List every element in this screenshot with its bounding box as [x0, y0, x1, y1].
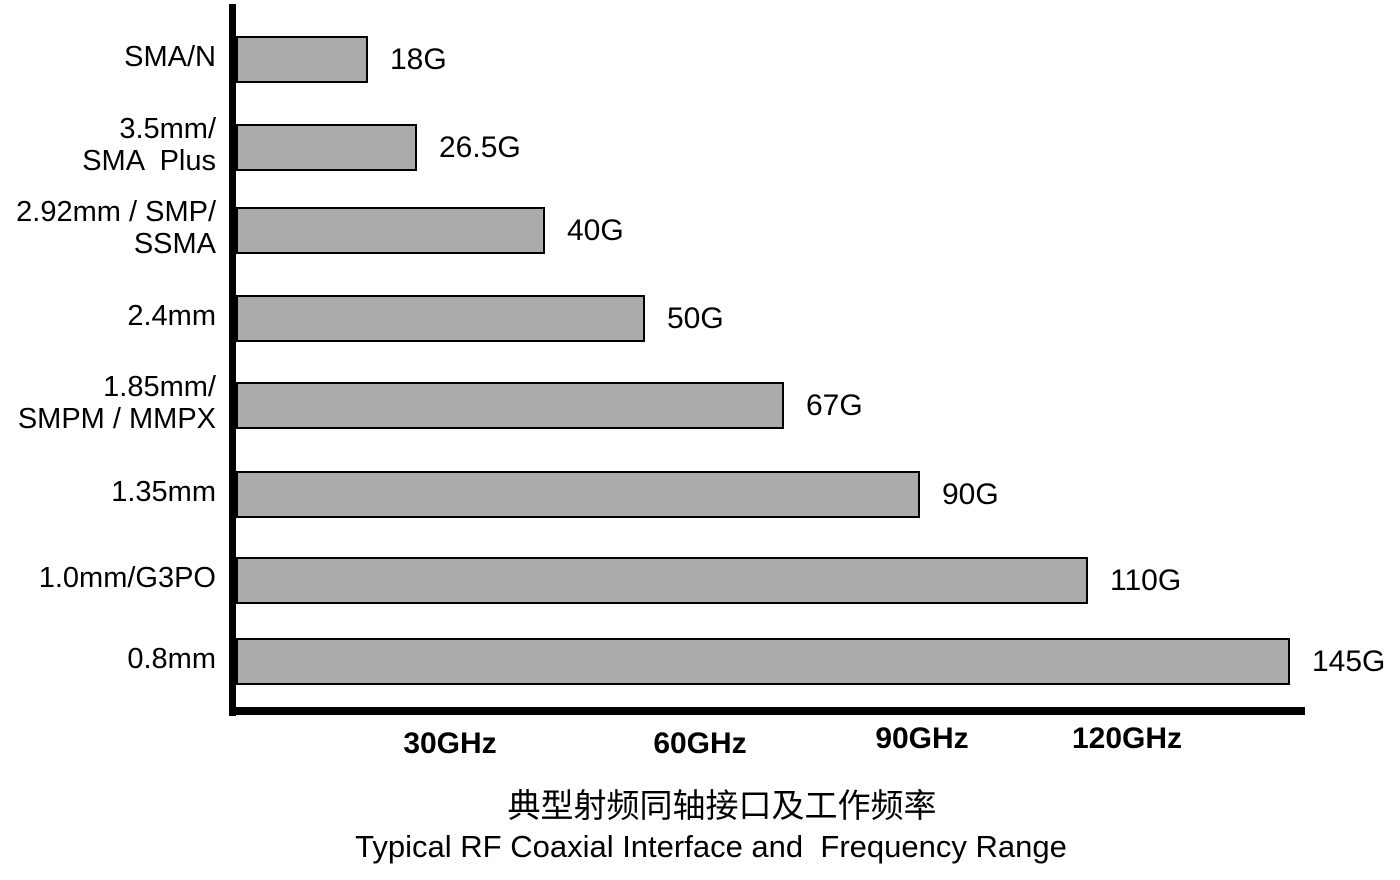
bar-1	[236, 36, 368, 83]
bar-6	[236, 471, 920, 518]
value-label-1: 18G	[390, 43, 447, 76]
category-label-line: 1.0mm/G3PO	[38, 562, 216, 594]
value-label-5: 67G	[806, 389, 863, 422]
category-label-line: SMA/N	[124, 41, 216, 73]
bar-4	[236, 295, 645, 342]
bar-3	[236, 207, 545, 254]
chart-title-english: Typical RF Coaxial Interface and Frequen…	[355, 829, 1067, 864]
category-label-4: 2.4mm	[0, 300, 216, 332]
category-label-7: 1.0mm/G3PO	[0, 562, 216, 594]
x-tick-label-60GHz: 60GHz	[653, 727, 747, 760]
category-label-line: SMA Plus	[82, 145, 216, 177]
category-label-line: 2.92mm / SMP/	[16, 196, 216, 228]
bar-5	[236, 382, 784, 429]
category-label-6: 1.35mm	[0, 476, 216, 508]
category-label-line: SMPM / MMPX	[17, 403, 216, 435]
category-label-line: 0.8mm	[127, 643, 216, 675]
category-label-line: 1.85mm/	[103, 371, 216, 403]
category-label-8: 0.8mm	[0, 643, 216, 675]
value-label-7: 110G	[1110, 564, 1182, 597]
y-axis-line	[229, 4, 236, 716]
x-axis-line	[229, 707, 1305, 715]
category-label-5: 1.85mm/SMPM / MMPX	[0, 371, 216, 435]
bar-2	[236, 124, 417, 171]
value-label-6: 90G	[942, 478, 999, 511]
bar-7	[236, 557, 1088, 604]
category-label-3: 2.92mm / SMP/SSMA	[0, 196, 216, 260]
bar-8	[236, 638, 1290, 685]
x-tick-label-90GHz: 90GHz	[875, 722, 969, 755]
value-label-3: 40G	[567, 214, 624, 247]
category-label-line: 3.5mm/	[119, 113, 216, 145]
x-tick-label-30GHz: 30GHz	[403, 727, 497, 760]
x-tick-label-120GHz: 120GHz	[1071, 722, 1183, 755]
category-label-2: 3.5mm/SMA Plus	[0, 113, 216, 177]
category-label-1: SMA/N	[0, 41, 216, 73]
value-label-8: 145G	[1312, 645, 1386, 678]
category-label-line: 2.4mm	[127, 300, 216, 332]
category-label-line: SSMA	[133, 228, 216, 260]
category-label-line: 1.35mm	[111, 476, 216, 508]
chart-title-chinese: 典型射频同轴接口及工作频率	[507, 787, 937, 824]
value-label-2: 26.5G	[439, 131, 521, 164]
value-label-4: 50G	[667, 302, 724, 335]
